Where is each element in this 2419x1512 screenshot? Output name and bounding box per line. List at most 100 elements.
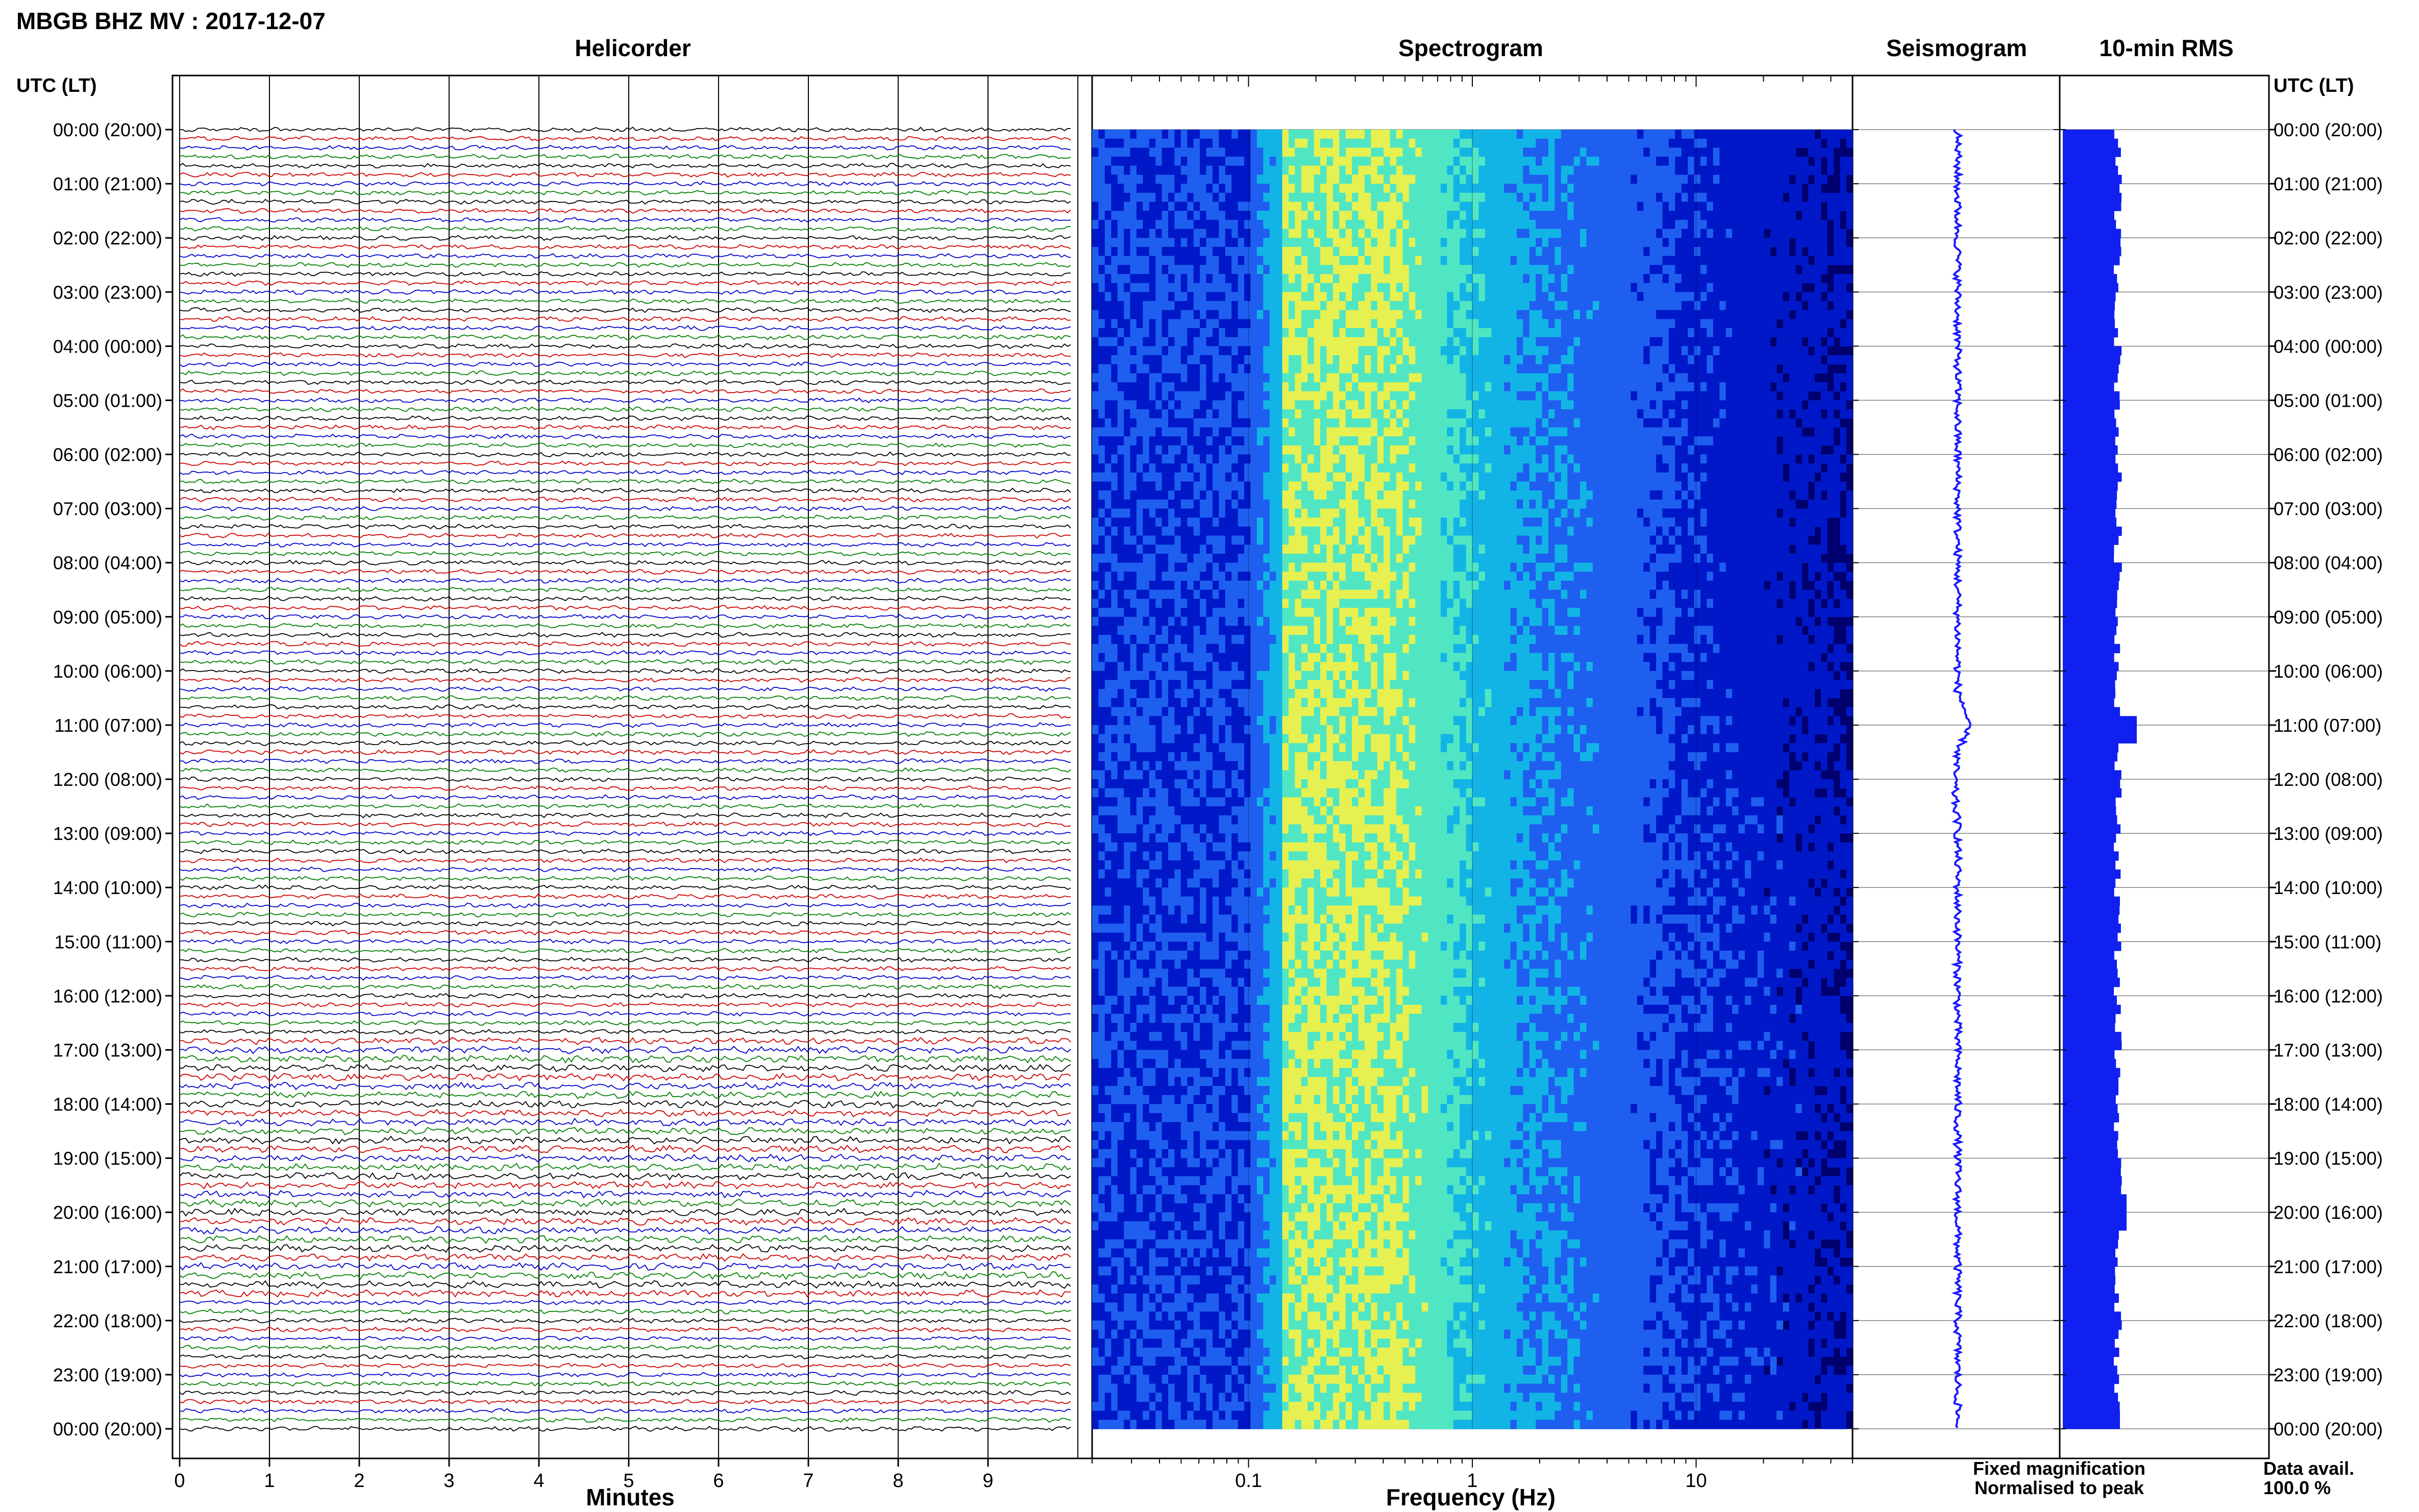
spectrogram-cell (1649, 138, 1657, 148)
spectrogram-cell (1466, 274, 1473, 284)
spectrogram-cell (1643, 418, 1650, 428)
spectrogram-cell (1675, 175, 1682, 184)
spectrogram-cell (1485, 265, 1492, 275)
spectrogram-cell (1358, 184, 1365, 193)
spectrogram-cell (1225, 418, 1232, 428)
spectrogram-cell (1637, 382, 1644, 392)
spectrogram-cell (1688, 472, 1695, 482)
spectrogram-cell (1554, 184, 1562, 193)
spectrogram-cell (1288, 436, 1295, 446)
spectrogram-cell (1180, 184, 1188, 193)
spectrogram-cell (1713, 346, 1720, 356)
spectrogram-cell (1288, 274, 1295, 284)
spectrogram-cell (1460, 256, 1467, 265)
spectrogram-cell (1485, 436, 1492, 446)
spectrogram-cell (1656, 246, 1663, 257)
spectrogram-cell (1573, 445, 1581, 455)
spectrogram-cell (1440, 238, 1447, 247)
spectrogram-cell (1466, 219, 1473, 230)
spectrogram-cell (1219, 463, 1226, 473)
spectrogram-cell (1668, 292, 1675, 302)
spectrogram-cell (1725, 346, 1733, 356)
spectrogram-cell (1612, 229, 1619, 238)
spectrogram-cell (1529, 499, 1536, 509)
spectrogram-cell (1485, 337, 1492, 346)
spectrogram-cell (1688, 219, 1695, 230)
spectrogram-cell (1820, 364, 1828, 374)
spectrogram-cell (1364, 337, 1371, 346)
spectrogram-cell (1725, 184, 1733, 193)
spectrogram-cell (1421, 219, 1428, 230)
spectrogram-cell (1485, 463, 1492, 473)
spectrogram-cell (1111, 355, 1118, 365)
spectrogram-cell (1497, 373, 1504, 383)
spectrogram-cell (1238, 274, 1245, 284)
spectrogram-cell (1288, 409, 1295, 419)
spectrogram-cell (1447, 138, 1454, 148)
spectrogram-cell (1263, 292, 1270, 302)
spectrogram-cell (1345, 319, 1352, 329)
spectrogram-cell (1250, 192, 1257, 203)
spectrogram-cell (1801, 211, 1809, 220)
spectrogram-cell (1725, 364, 1733, 374)
spectrogram-cell (1206, 481, 1213, 491)
spectrogram-cell (1827, 463, 1834, 473)
spectrogram-cell (1561, 256, 1568, 265)
spectrogram-cell (1276, 211, 1283, 220)
spectrogram-cell (1497, 147, 1504, 157)
spectrogram-cell (1250, 328, 1257, 338)
spectrogram-cell (1193, 310, 1200, 319)
spectrogram-cell (1111, 301, 1118, 311)
spectrogram-cell (1174, 192, 1181, 203)
spectrogram-cell (1326, 436, 1334, 446)
spectrogram-cell (1187, 147, 1194, 157)
spectrogram-cell (1301, 472, 1308, 482)
spectrogram-cell (1662, 499, 1669, 509)
spectrogram-cell (1193, 427, 1200, 437)
spectrogram-cell (1098, 256, 1105, 265)
spectrogram-cell (1288, 265, 1295, 275)
spectrogram-cell (1510, 265, 1517, 275)
spectrogram-cell (1504, 436, 1511, 446)
spectrogram-cell (1827, 310, 1834, 319)
spectrogram-cell (1396, 481, 1403, 491)
spectrogram-cell (1795, 490, 1803, 500)
spectrogram-cell (1219, 391, 1226, 401)
spectrogram-cell (1339, 472, 1346, 482)
spectrogram-cell (1320, 246, 1327, 257)
spectrogram-cell (1339, 274, 1346, 284)
spectrogram-cell (1529, 409, 1536, 419)
spectrogram-cell (1542, 211, 1549, 220)
spectrogram-cell (1529, 265, 1536, 275)
spectrogram-cell (1104, 301, 1112, 311)
spectrogram-cell (1200, 472, 1207, 482)
spectrogram-cell (1219, 346, 1226, 356)
spectrogram-cell (1124, 319, 1131, 329)
spectrogram-cell (1567, 184, 1574, 193)
spectrogram-cell (1092, 373, 1099, 383)
spectrogram-cell (1345, 373, 1352, 383)
spectrogram-cell (1820, 382, 1828, 392)
spectrogram-cell (1649, 337, 1657, 346)
spectrogram-cell (1155, 463, 1163, 473)
spectrogram-cell (1776, 355, 1783, 365)
spectrogram-cell (1193, 211, 1200, 220)
spectrogram-cell (1244, 283, 1251, 292)
spectrogram-cell (1732, 481, 1739, 491)
spectrogram-cell (1523, 147, 1530, 157)
spectrogram-cell (1510, 246, 1517, 257)
spectrogram-cell (1707, 445, 1714, 455)
spectrogram-cell (1637, 265, 1644, 275)
spectrogram-cell (1808, 499, 1815, 509)
spectrogram-cell (1409, 147, 1416, 157)
spectrogram-cell (1421, 328, 1428, 338)
spectrogram-cell (1453, 202, 1460, 211)
spectrogram-cell (1371, 202, 1378, 211)
spectrogram-cell (1111, 400, 1118, 410)
spectrogram-cell (1536, 328, 1543, 338)
spectrogram-cell (1168, 418, 1175, 428)
spectrogram-cell (1757, 292, 1764, 302)
spectrogram-cell (1688, 418, 1695, 428)
spectrogram-cell (1649, 238, 1657, 247)
spectrogram-cell (1675, 481, 1682, 491)
